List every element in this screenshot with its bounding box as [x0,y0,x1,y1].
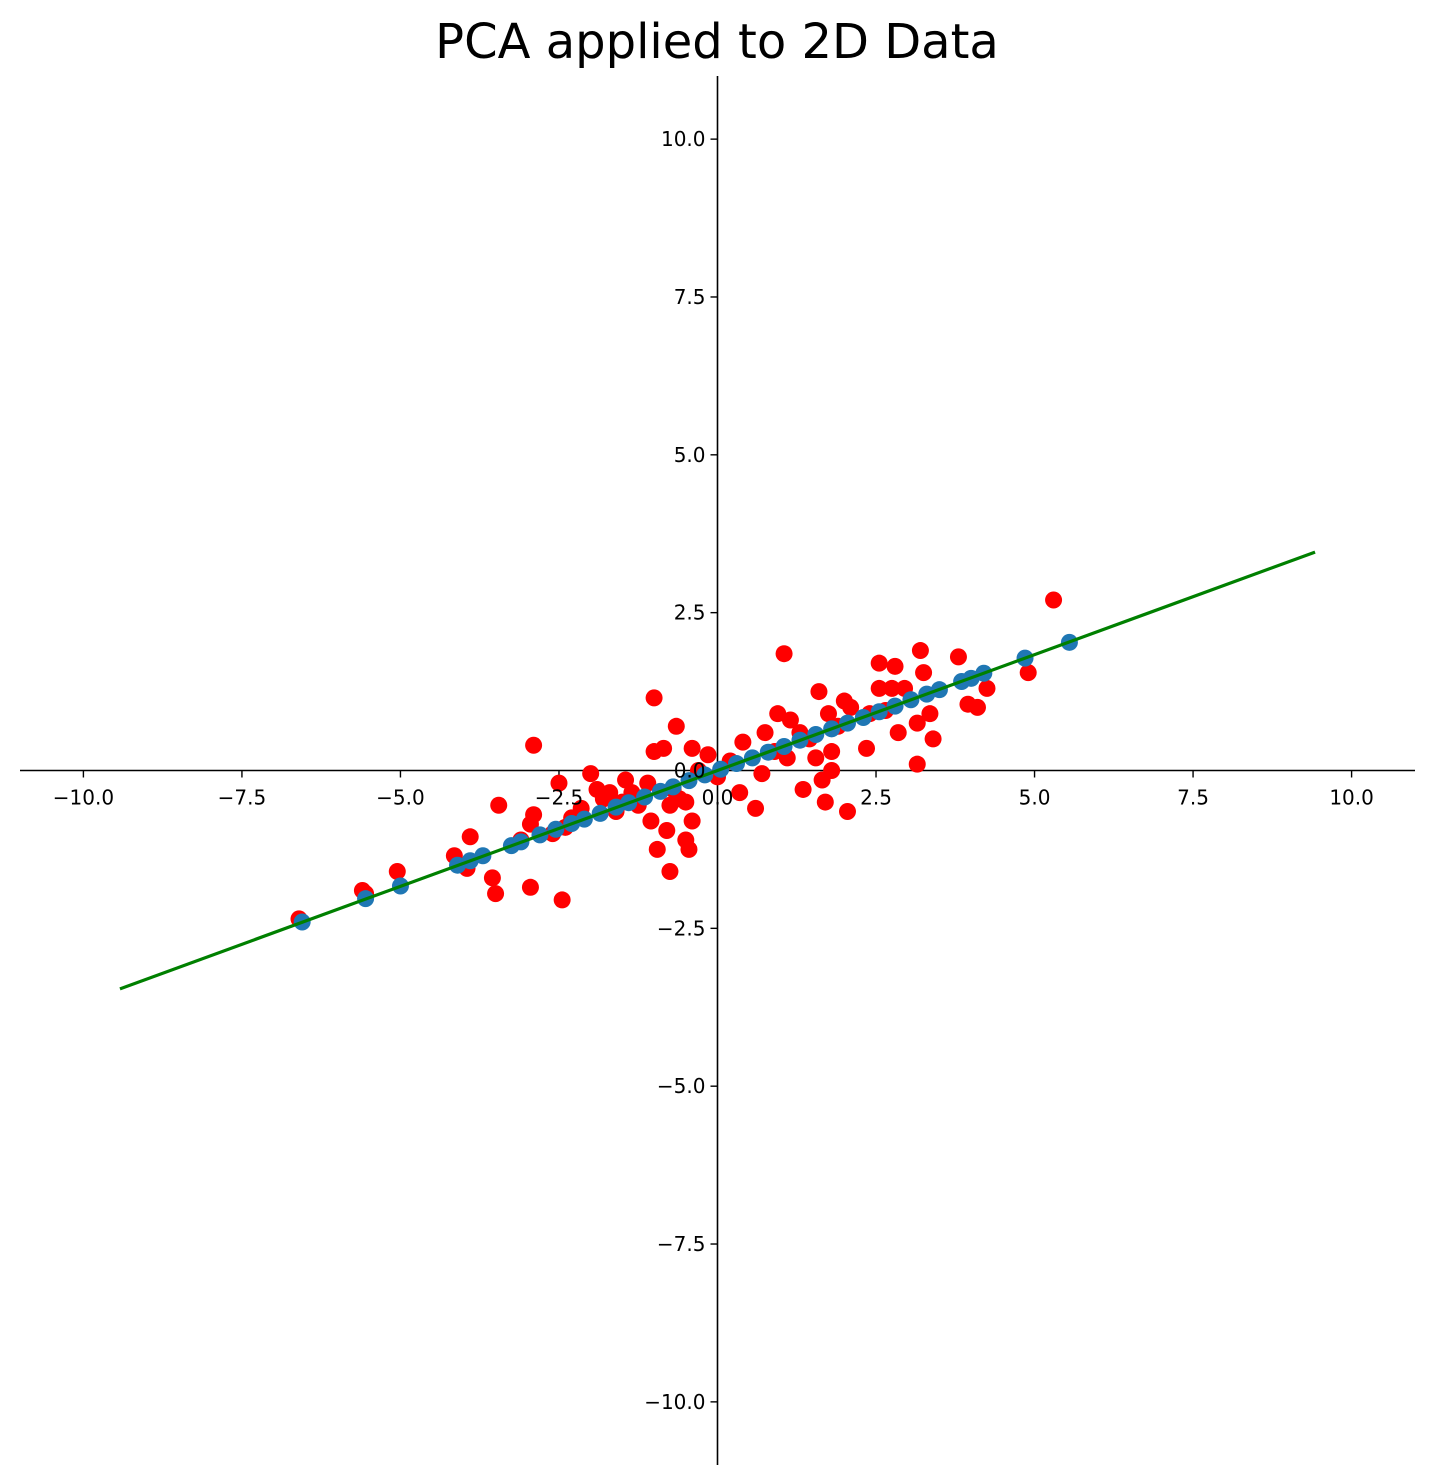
original-point [461,828,479,846]
original-point [794,780,812,798]
original-point [388,863,406,881]
original-point [490,796,508,814]
x-tick-label: 10.0 [1329,786,1374,810]
y-tick-label: −10.0 [644,1390,705,1414]
x-tick-label: 5.0 [1019,786,1051,810]
original-point [521,878,539,896]
original-point [807,749,825,767]
original-point [823,743,841,761]
original-point [769,705,787,723]
x-tick-label: 7.5 [1177,786,1209,810]
original-point [1045,591,1063,609]
original-point [487,885,505,903]
original-point [645,689,663,707]
series-layer [119,550,1316,991]
original-point [617,771,635,789]
original-point [661,863,679,881]
principal-component-line [119,550,1316,991]
original-point [553,891,571,909]
original-point [642,812,660,830]
original-point [886,657,904,675]
original-point [655,739,673,757]
y-tick-label: 5.0 [674,443,706,467]
original-point [731,784,749,802]
original-point [1019,664,1037,682]
y-tick-label: 10.0 [661,127,706,151]
y-tick-label: 0.0 [674,759,706,783]
original-point [908,755,926,773]
original-point [683,812,701,830]
original-point [550,774,568,792]
original-point [978,679,996,697]
original-point [838,803,856,821]
original-point [908,714,926,732]
original-point [911,642,929,660]
original-point [858,739,876,757]
original-point [756,724,774,742]
original-point [924,730,942,748]
y-tick-label: −7.5 [657,1232,706,1256]
original-point [921,705,939,723]
original-point [525,736,543,754]
x-tick-label: −10.0 [53,786,114,810]
x-tick-label: 0.0 [702,786,734,810]
original-point [870,654,888,672]
original-point [842,698,860,716]
original-point [883,679,901,697]
original-point [658,821,676,839]
x-tick-label: −5.0 [376,786,425,810]
tick-labels: −10.0 −7.5 −5.0 −2.5 0.0 2.5 5.0 7.5 10.0 −10.0 −7… [53,127,1374,1414]
original-point [680,840,698,858]
original-point [639,774,657,792]
original-point [648,840,666,858]
y-tick-label: 7.5 [674,285,706,309]
original-point [775,645,793,663]
original-point [677,793,695,811]
original-point [819,705,837,723]
original-point [582,765,600,783]
original-point [753,765,771,783]
x-tick-label: 2.5 [860,786,892,810]
x-tick-label: −7.5 [218,786,267,810]
chart-title: PCA applied to 2D Data [435,14,999,70]
original-point [810,683,828,701]
original-point [823,762,841,779]
original-point [699,746,717,764]
original-point [949,648,967,666]
original-point [747,799,765,817]
original-point [667,717,685,735]
original-point [870,679,888,697]
original-point [915,664,933,682]
y-tick-label: −2.5 [657,916,706,940]
original-point [683,739,701,757]
y-tick-label: −5.0 [657,1074,706,1098]
y-tick-label: 2.5 [674,601,706,625]
original-point [816,793,834,811]
original-point [601,784,619,802]
original-point [734,733,752,751]
x-tick-label: −2.5 [535,786,584,810]
original-point [889,724,907,742]
original-point [483,869,501,887]
original-point [781,711,799,729]
original-point [968,698,986,716]
